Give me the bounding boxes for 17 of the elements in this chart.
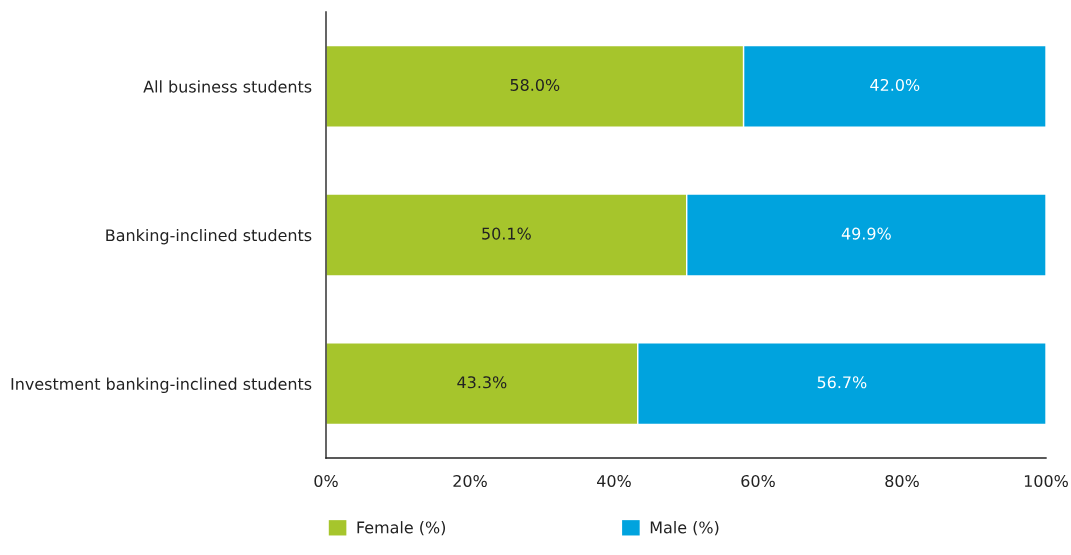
x-tick-label: 100%	[1024, 474, 1068, 488]
x-tick-label: 0%	[314, 474, 338, 488]
data-label: 56.7%	[817, 376, 867, 389]
x-tick-label: 80%	[885, 474, 919, 488]
x-tick-label: 60%	[741, 474, 775, 488]
y-tick-label: Investment banking-inclined students	[11, 377, 312, 394]
legend-label: Male (%)	[650, 521, 719, 536]
data-label: 50.1%	[482, 227, 531, 240]
x-tick-label: 20%	[453, 474, 487, 488]
data-label: 42.0%	[870, 78, 920, 91]
data-label: 49.9%	[841, 227, 891, 240]
data-label: 58.0%	[510, 78, 560, 91]
y-tick-label: All business students	[143, 80, 312, 93]
x-tick-label: 40%	[597, 474, 631, 488]
data-label: 43.3%	[457, 376, 507, 389]
y-tick-label: Banking-inclined students	[106, 228, 312, 245]
legend-label: Female (%)	[357, 521, 446, 536]
